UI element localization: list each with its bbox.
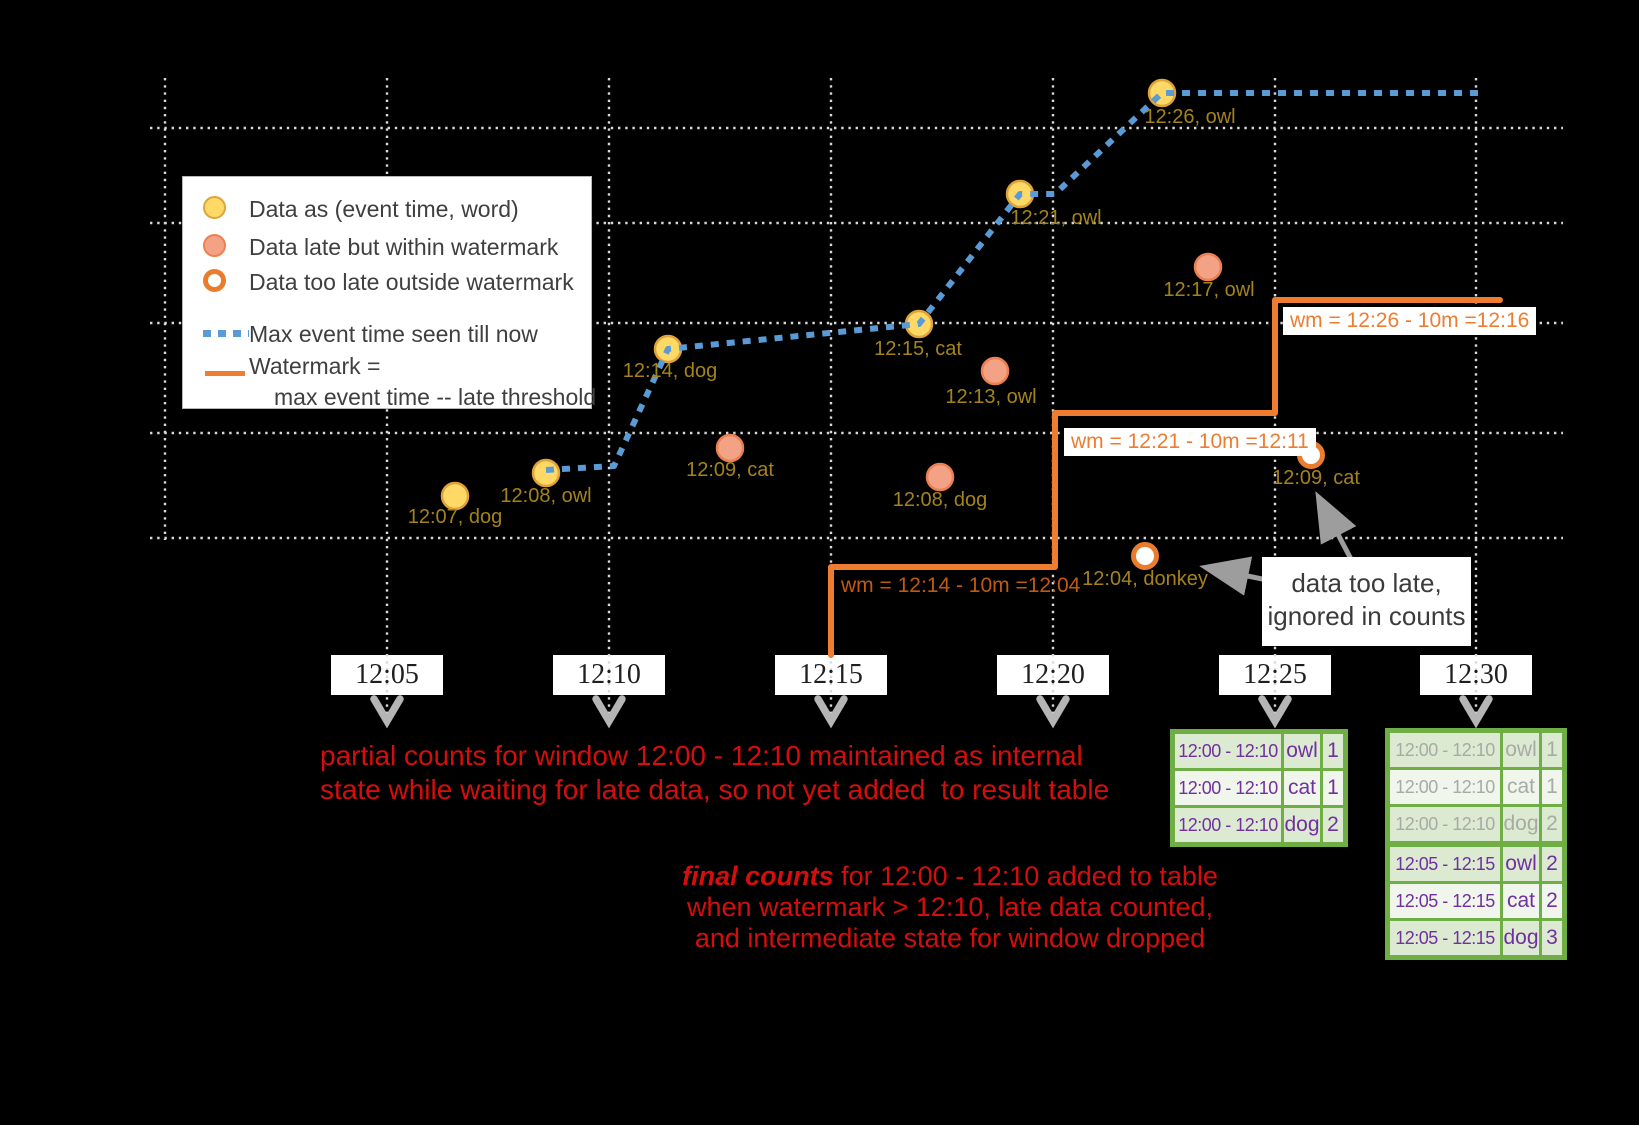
cell-word: cat: [1503, 884, 1539, 918]
cell-word: owl: [1503, 847, 1539, 881]
cell-word: dog: [1284, 808, 1320, 842]
legend-item-label: Data as (event time, word): [249, 196, 519, 222]
data-point-late: [980, 356, 1010, 386]
trigger-arrow-icon: [592, 695, 626, 729]
table-row: 12:05 - 12:15 owl 2: [1390, 847, 1562, 881]
data-point-late: [715, 433, 745, 463]
note-partial-line1: partial counts for window 12:00 - 12:10 …: [320, 740, 1083, 771]
max-event-line-icon: [203, 330, 249, 337]
cell-count: 2: [1323, 808, 1343, 842]
data-points: [440, 78, 1325, 570]
table-row: 12:05 - 12:15 cat 2: [1390, 884, 1562, 918]
watermark-line: [828, 297, 1503, 658]
data-point-on-time: [531, 458, 561, 488]
cell-count: 1: [1323, 734, 1343, 768]
table-row: 12:00 - 12:10 owl 1: [1390, 733, 1562, 767]
data-point-late: [925, 462, 955, 492]
trigger-arrow-icon: [370, 695, 404, 729]
max-event-time-line: [545, 90, 1478, 473]
cell-word: owl: [1284, 734, 1320, 768]
cell-window: 12:05 - 12:15: [1390, 847, 1500, 881]
gridlines: [150, 78, 1563, 724]
table-row: 12:00 - 12:10 cat 1: [1390, 770, 1562, 804]
ontime-dot-icon: [203, 196, 226, 219]
late-dot-icon: [203, 234, 226, 257]
legend-item: Data late but within watermark: [183, 234, 591, 260]
table-row: 12:00 - 12:10 owl 1: [1175, 734, 1343, 768]
note-too-late-line2: ignored in counts: [1267, 601, 1466, 631]
cell-window: 12:00 - 12:10: [1390, 807, 1500, 841]
data-point-on-time: [440, 481, 470, 511]
cell-word: dog: [1503, 807, 1539, 841]
data-point-too-late: [1131, 542, 1159, 570]
trigger-arrows: [370, 695, 1493, 729]
cell-word: owl: [1503, 733, 1539, 767]
data-point-too-late: [1297, 441, 1325, 469]
cell-window: 12:00 - 12:10: [1175, 808, 1281, 842]
data-point-late: [1193, 252, 1223, 282]
result-table-12-25: 12:00 - 12:10 owl 1 12:00 - 12:10 cat 1 12:00 …: [1170, 729, 1348, 847]
note-final-line3: and intermediate state for window droppe…: [694, 923, 1206, 953]
cell-window: 12:00 - 12:10: [1175, 771, 1281, 805]
table-row: 12:00 - 12:10 cat 1: [1175, 771, 1343, 805]
legend-item-label: Data too late outside watermark: [249, 269, 574, 295]
cell-count: 2: [1542, 884, 1562, 918]
trigger-arrow-icon: [1036, 695, 1070, 729]
cell-count: 1: [1323, 771, 1343, 805]
cell-window: 12:05 - 12:15: [1390, 921, 1500, 955]
note-too-late-callout: data too late, ignored in counts: [1262, 557, 1471, 646]
note-final-line2: when watermark > 12:10, late data counte…: [686, 892, 1214, 922]
legend-item: Max event time seen till now: [183, 321, 591, 347]
legend-item: Watermark =: [183, 353, 591, 379]
legend-item: Data too late outside watermark: [183, 269, 591, 295]
cell-window: 12:00 - 12:10: [1390, 770, 1500, 804]
legend-item-label: Watermark =: [249, 353, 381, 379]
watermark-step-line: [828, 297, 1503, 658]
legend: Data as (event time, word) Data late but …: [182, 176, 596, 410]
cell-count: 2: [1542, 807, 1562, 841]
cell-word: cat: [1503, 770, 1539, 804]
note-final-line1: final counts for 12:00 - 12:10 added to …: [682, 861, 1218, 891]
note-partial-line2: state while waiting for late data, so no…: [320, 774, 1110, 805]
max-event-time-polyline: [545, 90, 1478, 473]
table-row: 12:05 - 12:15 dog 3: [1390, 921, 1562, 955]
note-too-late-line1: data too late,: [1291, 568, 1442, 598]
trigger-arrow-icon: [814, 695, 848, 729]
cell-count: 2: [1542, 847, 1562, 881]
note-partial-counts: partial counts for window 12:00 - 12:10 …: [320, 739, 1110, 807]
cell-window: 12:05 - 12:15: [1390, 884, 1500, 918]
legend-item-label2: max event time -- late threshold: [274, 384, 597, 410]
table-row: 12:00 - 12:10 dog 2: [1175, 808, 1343, 842]
result-table-12-30: 12:00 - 12:10 owl 1 12:00 - 12:10 cat 1 12:00 …: [1385, 728, 1567, 960]
legend-item-label: Data late but within watermark: [249, 234, 559, 260]
trigger-arrow-icon: [1258, 695, 1292, 729]
cell-window: 12:00 - 12:10: [1390, 733, 1500, 767]
watermark-line-icon: [205, 371, 245, 376]
cell-count: 1: [1542, 770, 1562, 804]
note-final-emphasis: final counts: [682, 861, 834, 891]
cell-count: 3: [1542, 921, 1562, 955]
legend-item: Data as (event time, word): [183, 196, 591, 222]
cell-window: 12:00 - 12:10: [1175, 734, 1281, 768]
table-row: 12:00 - 12:10 dog 2: [1390, 807, 1562, 841]
cell-word: cat: [1284, 771, 1320, 805]
trigger-arrow-icon: [1459, 695, 1493, 729]
toolate-dot-icon: [203, 269, 226, 292]
cell-word: dog: [1503, 921, 1539, 955]
too-late-pointer-arrow-icon: [1315, 491, 1357, 563]
note-final-counts: final counts for 12:00 - 12:10 added to …: [598, 861, 1302, 954]
legend-item-label: Max event time seen till now: [249, 321, 538, 347]
cell-count: 1: [1542, 733, 1562, 767]
